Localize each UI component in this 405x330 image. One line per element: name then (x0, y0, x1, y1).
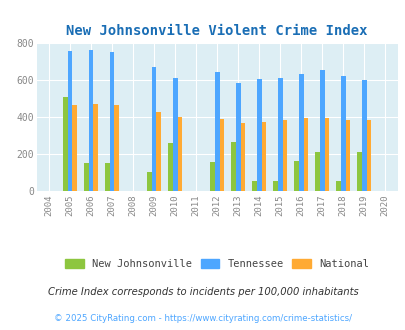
Bar (89, 50, 93, 191)
Bar (151, 67, 156, 191)
Bar (335, 181, 340, 191)
Bar (298, 74, 303, 191)
Bar (177, 117, 182, 191)
Bar (366, 120, 370, 191)
Title: New Johnsonville Violent Crime Index: New Johnsonville Violent Crime Index (66, 23, 367, 38)
Bar (340, 76, 345, 191)
Bar (68, 51, 72, 191)
Bar (110, 52, 114, 191)
Text: © 2025 CityRating.com - https://www.cityrating.com/crime-statistics/: © 2025 CityRating.com - https://www.city… (54, 314, 351, 323)
Bar (277, 78, 282, 191)
Bar (319, 70, 324, 191)
Bar (303, 117, 307, 191)
Bar (282, 120, 286, 191)
Bar (261, 121, 266, 191)
Bar (168, 143, 173, 191)
Bar (210, 162, 214, 191)
Bar (156, 112, 161, 191)
Bar (252, 181, 256, 191)
Bar (72, 105, 77, 191)
Bar (324, 117, 328, 191)
Legend: New Johnsonville, Tennessee, National: New Johnsonville, Tennessee, National (62, 256, 371, 272)
Bar (231, 142, 235, 191)
Bar (294, 161, 298, 191)
Bar (345, 120, 350, 191)
Bar (114, 105, 119, 191)
Bar (361, 81, 366, 191)
Bar (147, 172, 151, 191)
Bar (214, 72, 219, 191)
Bar (315, 152, 319, 191)
Bar (235, 83, 240, 191)
Bar (84, 163, 89, 191)
Text: Crime Index corresponds to incidents per 100,000 inhabitants: Crime Index corresponds to incidents per… (47, 287, 358, 297)
Bar (356, 152, 361, 191)
Bar (105, 163, 110, 191)
Bar (93, 104, 98, 191)
Bar (63, 97, 68, 191)
Bar (173, 78, 177, 191)
Bar (219, 119, 224, 191)
Bar (273, 181, 277, 191)
Bar (240, 123, 245, 191)
Bar (256, 79, 261, 191)
